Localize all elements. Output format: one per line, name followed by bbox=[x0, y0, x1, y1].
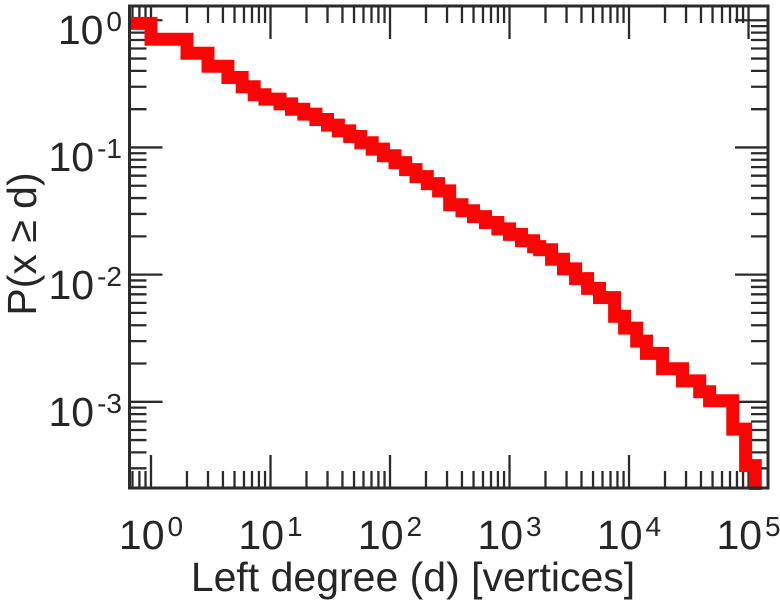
y-tick-label: 10 -1 bbox=[48, 133, 122, 182]
tick-exponent: 1 bbox=[287, 511, 303, 542]
x-axis-title: Left degree (d) [vertices] bbox=[190, 554, 636, 600]
x-tick-label: 10 0 bbox=[81, 511, 221, 560]
tick-exponent: 4 bbox=[645, 511, 662, 542]
tick-exponent: 2 bbox=[406, 511, 423, 542]
tick-exponent: 0 bbox=[106, 6, 122, 38]
tick-base: 10 bbox=[48, 261, 95, 308]
tick-base: 10 bbox=[48, 134, 95, 181]
tick-exponent: 3 bbox=[526, 511, 542, 542]
tick-base: 10 bbox=[357, 512, 404, 558]
x-tick-label: 10 4 bbox=[559, 511, 699, 560]
tick-base: 10 bbox=[48, 388, 95, 435]
x-tick-label: 10 2 bbox=[320, 511, 460, 560]
x-tick-label: 10 5 bbox=[679, 511, 780, 560]
y-tick-label: 10 -3 bbox=[48, 388, 122, 437]
tick-base: 10 bbox=[596, 512, 643, 558]
y-tick-label: 10 -2 bbox=[48, 261, 122, 310]
tick-base: 10 bbox=[238, 512, 284, 558]
tick-exponent: 0 bbox=[167, 511, 184, 542]
tick-base: 10 bbox=[57, 7, 104, 54]
tick-base: 10 bbox=[477, 512, 524, 558]
tick-exponent: 5 bbox=[765, 511, 780, 542]
y-tick-label: 10 0 bbox=[57, 6, 122, 55]
y-axis-title: P(x ≥ d) bbox=[0, 172, 45, 316]
tick-base: 10 bbox=[716, 512, 763, 558]
plot-border bbox=[128, 4, 770, 490]
tick-base: 10 bbox=[118, 512, 165, 558]
tick-exponent: -2 bbox=[97, 260, 122, 292]
tick-exponent: -3 bbox=[97, 387, 122, 419]
x-tick-label: 10 1 bbox=[200, 511, 340, 560]
tick-exponent: -1 bbox=[97, 133, 122, 165]
ccdf-curve bbox=[128, 16, 762, 490]
x-tick-label: 10 3 bbox=[440, 511, 580, 560]
